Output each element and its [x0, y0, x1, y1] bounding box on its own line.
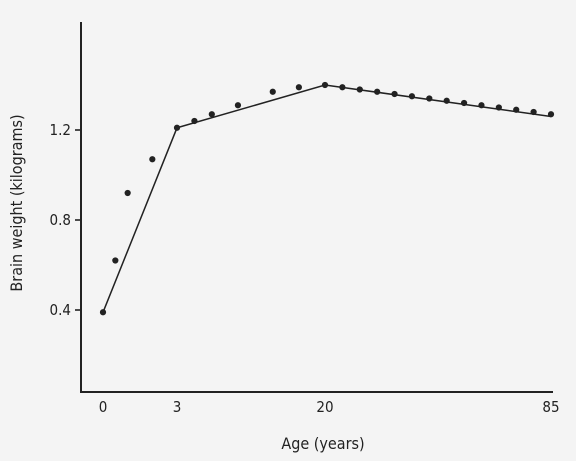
- data-point: [112, 257, 119, 264]
- data-point: [234, 102, 242, 109]
- data-point: [547, 111, 555, 118]
- y-axis-title: Brain weight (kilograms): [7, 114, 26, 291]
- x-tick-label: 20: [316, 398, 333, 416]
- data-point: [295, 84, 302, 91]
- data-point: [426, 95, 433, 102]
- data-point: [513, 106, 520, 113]
- data-point: [99, 309, 107, 316]
- data-point: [321, 81, 329, 89]
- data-point: [478, 102, 485, 109]
- fit-line: [102, 84, 552, 313]
- data-point: [495, 104, 502, 111]
- data-point: [269, 88, 276, 95]
- data-point: [530, 108, 537, 116]
- data-point: [191, 117, 198, 125]
- data-point: [391, 90, 398, 98]
- y-tick-label: 0.8: [50, 211, 71, 229]
- y-tick-label: 1.2: [50, 121, 71, 139]
- y-ticks: 0.4 0.8 1.2: [50, 121, 81, 319]
- data-point: [443, 97, 450, 104]
- data-point: [460, 99, 468, 107]
- x-tick-label: 85: [542, 398, 559, 416]
- x-ticks: 0 3 20 85: [99, 398, 560, 416]
- data-point: [408, 93, 416, 100]
- data-point: [339, 84, 346, 91]
- data-point: [208, 111, 215, 118]
- data-point: [149, 156, 156, 163]
- data-point: [124, 189, 131, 197]
- x-axis-title: Age (years): [281, 434, 364, 453]
- y-tick-label: 0.4: [50, 301, 71, 319]
- x-tick-label: 3: [173, 398, 182, 416]
- data-point: [356, 86, 363, 93]
- data-points: [99, 81, 555, 316]
- x-tick-label: 0: [99, 398, 108, 416]
- data-point: [374, 88, 381, 95]
- data-point: [173, 124, 181, 131]
